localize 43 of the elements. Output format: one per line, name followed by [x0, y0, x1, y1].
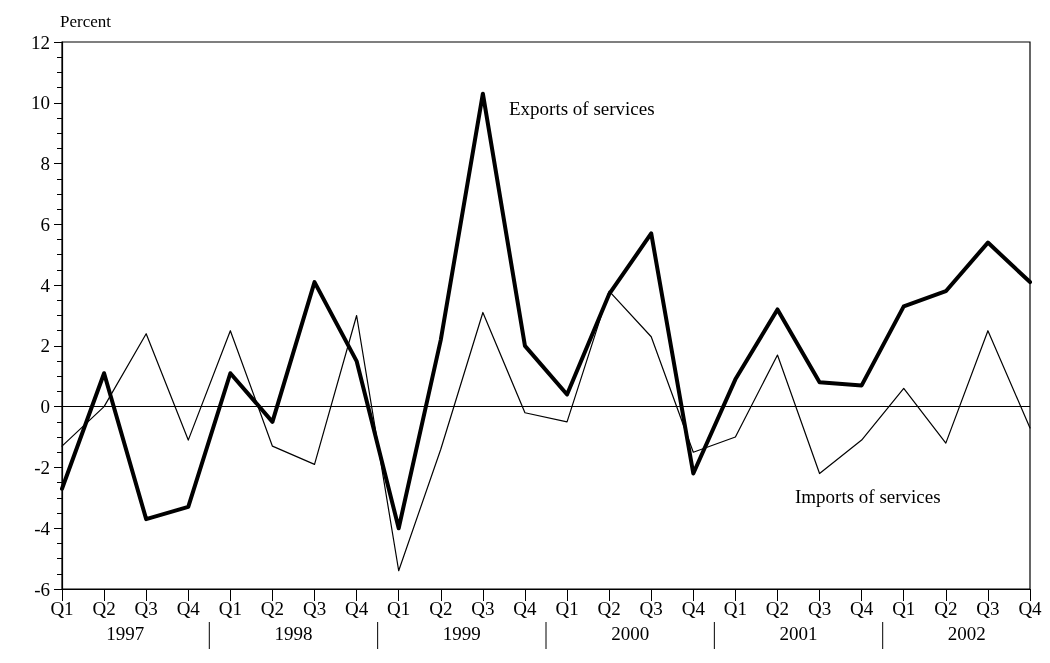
x-tick-label: Q2 — [92, 598, 116, 619]
x-tick-label: Q1 — [387, 598, 411, 619]
series-label: Imports of services — [795, 485, 941, 507]
text: 1999 — [442, 622, 481, 644]
x-tick-label: Q2 — [765, 598, 790, 619]
x-tick-label: Q4 — [850, 598, 874, 619]
x-tick-label: Q1 — [218, 598, 242, 619]
x-tick-label: Q1 — [892, 598, 916, 619]
x-tick-label: Q4 — [681, 598, 706, 619]
x-tick-label: Q2 — [934, 598, 958, 619]
series-label: Exports of services — [509, 97, 655, 119]
y-tick-label: 4 — [40, 274, 51, 296]
x-tick-label: Q2 — [597, 598, 621, 619]
y-tick-label: 10 — [31, 92, 50, 114]
y-tick-label: -4 — [34, 517, 51, 539]
x-tick-label: Q4 — [176, 598, 201, 619]
x-tick-label: Q3 — [639, 598, 663, 619]
y-tick-label: 0 — [40, 396, 50, 418]
y-tick-label: -6 — [34, 578, 50, 600]
text: 1997 — [106, 622, 145, 644]
y-axis-title: Percent — [60, 12, 112, 31]
text: 2002 — [947, 622, 986, 644]
text: 1998 — [274, 622, 313, 644]
x-tick-label: Q2 — [260, 598, 285, 619]
x-tick-label: Q3 — [302, 598, 327, 619]
text: 2000 — [611, 622, 650, 644]
x-tick-label: Q3 — [134, 598, 158, 619]
x-tick-label: Q2 — [429, 598, 453, 619]
x-tick-label: Q3 — [471, 598, 495, 619]
y-tick-label: 2 — [40, 335, 50, 357]
x-tick-label: Q3 — [807, 598, 832, 619]
x-tick-label: Q3 — [976, 598, 1000, 619]
y-tick-label: 6 — [40, 213, 50, 235]
x-tick-label: Q1 — [50, 598, 74, 619]
x-tick-label: Q1 — [723, 598, 748, 619]
text: 2001 — [779, 622, 818, 644]
y-tick-label: 12 — [31, 31, 50, 53]
x-tick-label: Q4 — [1018, 598, 1043, 619]
x-tick-label: Q1 — [555, 598, 579, 619]
y-tick-label: 8 — [40, 153, 50, 175]
x-tick-label: Q4 — [344, 598, 369, 619]
y-tick-label: -2 — [34, 456, 50, 478]
x-tick-label: Q4 — [513, 598, 538, 619]
